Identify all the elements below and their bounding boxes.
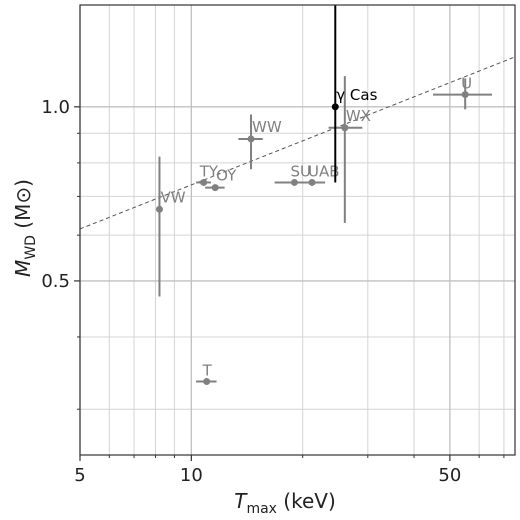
highlight-label: γ Cas xyxy=(336,86,377,104)
point-label: TY xyxy=(199,162,219,180)
point-label: U xyxy=(461,75,472,93)
trend-line xyxy=(79,56,516,230)
plot-frame xyxy=(79,4,516,456)
y-tick-label: 1.0 xyxy=(41,97,70,118)
data-point xyxy=(247,135,255,143)
data-point xyxy=(461,91,469,99)
data-point xyxy=(155,205,163,213)
point-label: SU xyxy=(290,162,311,180)
x-tick-label: 5 xyxy=(74,465,85,486)
x-axis-label: Tmax (keV) xyxy=(234,489,336,517)
major-grid xyxy=(79,5,515,455)
x-tick-label: 10 xyxy=(180,465,203,486)
point-label: VW xyxy=(160,188,185,206)
x-tick-label: 50 xyxy=(438,465,461,486)
axis-ticks: 5 10 50 0.5 1.0 xyxy=(41,97,505,486)
point-label: WX xyxy=(346,107,371,125)
y-axis-label: MWD (M⊙) xyxy=(11,179,39,277)
highlight-point xyxy=(331,103,339,111)
data-point xyxy=(308,178,316,186)
point-label: UAB xyxy=(308,162,340,180)
point-label: OY xyxy=(216,167,237,185)
data-point xyxy=(200,178,208,186)
data-point xyxy=(290,178,298,186)
point-label: WW xyxy=(252,118,282,136)
plot-border xyxy=(79,4,516,456)
point-label: T xyxy=(202,361,213,379)
minor-grid xyxy=(80,5,515,455)
y-tick-label: 0.5 xyxy=(41,271,70,292)
data-point xyxy=(211,184,219,192)
data-point xyxy=(341,124,349,132)
trend-line-group xyxy=(79,56,516,230)
data-point xyxy=(203,377,211,385)
